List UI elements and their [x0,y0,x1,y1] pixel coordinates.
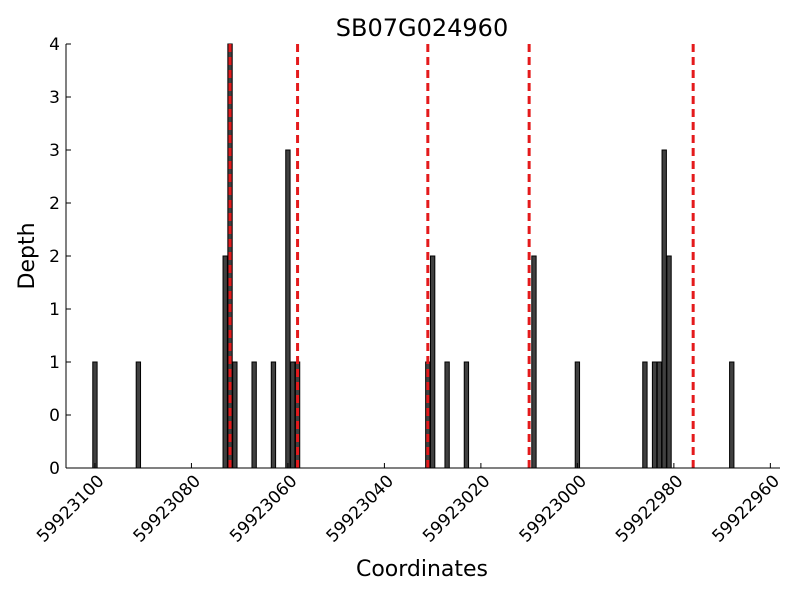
bar-0 [92,361,98,469]
markers-group [228,44,695,468]
bar-16 [642,361,648,469]
x-ticks: 59923100 59923080 59923060 59923040 59923020… [33,463,784,547]
bar-12 [444,361,450,469]
bar-21 [729,361,735,469]
bar-8 [290,361,296,469]
bar-5 [251,361,257,469]
chart-title: SB07G024960 [336,14,508,42]
y-tick-label-6: 3 [49,141,60,161]
bar-7 [285,149,291,469]
bar-15 [574,361,581,469]
bar-18 [656,361,663,469]
bar-14 [531,255,537,469]
y-tick-label-1: 0 [49,406,60,426]
x-tick-label-2: 59923060 [226,471,301,546]
bars-group [92,43,735,469]
y-tick-label-5: 2 [49,194,60,214]
x-tick-label-4: 59923020 [419,471,494,546]
x-tick-label-7: 59922960 [709,471,784,546]
bar-6 [270,361,277,469]
x-tick-label-0: 59923100 [33,471,108,546]
bar-19 [661,149,667,469]
bar-20 [666,255,672,469]
x-tick-label-5: 59923000 [516,471,591,546]
y-tick-label-3: 1 [49,300,60,320]
y-axis-label: Depth [15,222,40,289]
y-tick-label-2: 1 [49,353,60,373]
bar-17 [651,361,658,469]
x-tick-label-3: 59923040 [323,471,398,546]
bar-1 [135,361,142,469]
axes [65,44,780,469]
y-tick-label-7: 3 [49,88,60,108]
y-tick-label-8: 4 [49,35,60,55]
y-tick-label-4: 2 [49,247,60,267]
bar-4 [232,361,238,469]
x-tick-label-6: 59922980 [612,471,687,546]
bar-11 [429,255,436,469]
y-ticks: 0 0 1 1 2 2 3 3 4 [49,35,71,479]
x-tick-label-1: 59923080 [130,471,205,546]
x-axis-label: Coordinates [356,557,488,582]
y-tick-label-0: 0 [49,459,60,479]
bar-2 [222,255,228,469]
bar-13 [463,361,470,469]
